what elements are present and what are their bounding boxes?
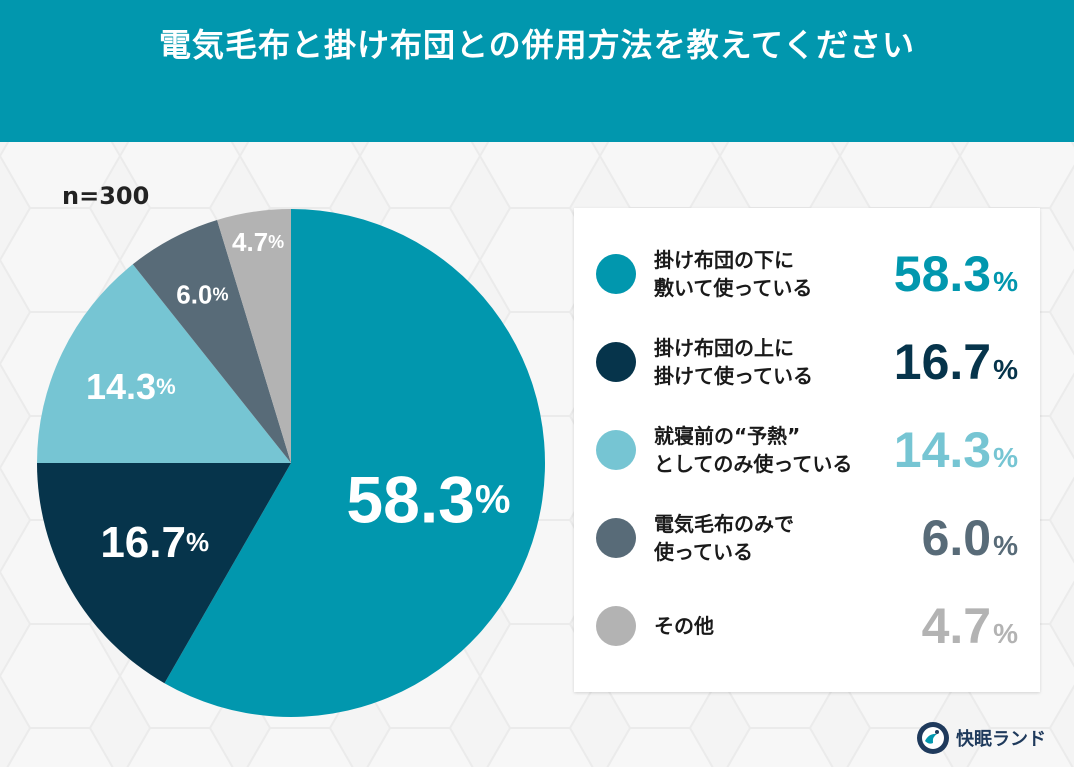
pie-slice-3-label: 14.3% [86, 365, 176, 406]
legend-swatch [596, 254, 636, 294]
legend-label: 就寝前の“予熱” としてのみ使っている [654, 424, 853, 476]
pie-slice-2-label: 16.7% [100, 517, 209, 566]
legend-swatch [596, 518, 636, 558]
legend-item: 掛け布団の下に 敷いて使っている 58.3% [574, 234, 1040, 314]
legend-item: 就寝前の“予熱” としてのみ使っている 14.3% [574, 410, 1040, 490]
pie-slice-4-label: 6.0% [176, 279, 228, 309]
chart-legend: 掛け布団の下に 敷いて使っている 58.3% 掛け布団の上に 掛けて使っている 16.7%… [574, 208, 1040, 692]
pie-slice-1 [164, 209, 545, 717]
legend-value: 4.7% [921, 598, 1018, 654]
legend-value: 14.3% [893, 422, 1018, 478]
pie-slice-1-label: 58.3% [346, 463, 510, 537]
brand-name: 快眠ランド [956, 729, 1046, 750]
page-title: 電気毛布と掛け布団との併用方法を教えてください [158, 26, 916, 64]
legend-label: その他 [654, 614, 714, 638]
header-banner: 電気毛布と掛け布団との併用方法を教えてください [0, 0, 1074, 142]
sample-size-label: n=300 [62, 182, 150, 210]
legend-item: その他 4.7% [574, 586, 1040, 666]
legend-label: 電気毛布のみで 使っている [654, 512, 794, 564]
legend-swatch [596, 430, 636, 470]
legend-label: 掛け布団の下に 敷いて使っている [654, 248, 813, 300]
legend-value: 16.7% [893, 334, 1018, 390]
brand-logo-icon [917, 722, 949, 754]
pie-slice-5 [217, 209, 291, 463]
legend-item: 電気毛布のみで 使っている 6.0% [574, 498, 1040, 578]
pie-slice-3 [37, 264, 291, 463]
brand-mark: 快眠ランド [916, 720, 1046, 756]
legend-value: 6.0% [921, 510, 1018, 566]
pie-slice-2 [36, 463, 291, 684]
legend-item: 掛け布団の上に 掛けて使っている 16.7% [574, 322, 1040, 402]
legend-swatch [596, 342, 636, 382]
pie-slice-5-label: 4.7% [232, 227, 284, 257]
legend-label: 掛け布団の上に 掛けて使っている [654, 336, 813, 388]
pie-slice-4 [132, 219, 291, 463]
legend-value: 58.3% [893, 246, 1018, 302]
legend-swatch [596, 606, 636, 646]
